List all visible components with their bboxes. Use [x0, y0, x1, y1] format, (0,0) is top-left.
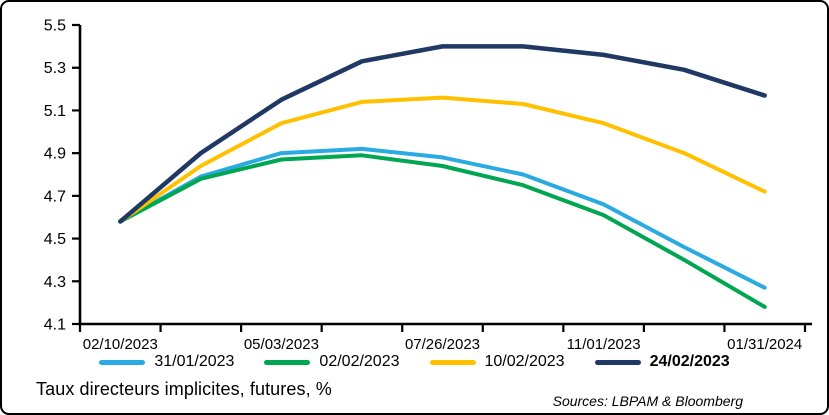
line-chart-plot: 4.1 4.3 4.5 4.7 4.9 5.1 5.3 5.5 02/10/2023 05/03/…: [44, 18, 812, 353]
legend-label: 31/01/2023: [154, 353, 235, 370]
y-axis-ticks-labels: 4.1 4.3 4.5 4.7 4.9 5.1 5.3 5.5: [44, 18, 80, 334]
y-tick-label: 4.3: [44, 274, 66, 291]
y-tick-label: 5.3: [44, 60, 66, 77]
legend-label: 02/02/2023: [319, 353, 400, 370]
x-tick-label: 11/01/2023: [567, 336, 641, 351]
x-axis-ticks-labels: 02/10/2023 05/03/2023 07/26/2023 11/01/2023…: [78, 324, 807, 353]
source-note: Sources: LBPAM & Bloomberg: [552, 393, 743, 409]
y-tick-label: 4.9: [44, 146, 66, 163]
series-line-31-01-2023: [118, 146, 767, 290]
x-tick-label: 01/31/2024: [727, 336, 802, 351]
legend-item-31-01-2023: 31/01/2023: [99, 353, 234, 371]
y-tick-label: 4.1: [44, 317, 66, 334]
series-lines: [118, 44, 767, 309]
legend-line-swatch-cyan: [99, 359, 146, 365]
chart-footer-title: Taux directeurs implicites, futures, %: [36, 379, 332, 399]
legend-line-swatch-yellow: [429, 359, 476, 365]
legend-label: 10/02/2023: [484, 353, 565, 370]
y-tick-label: 4.7: [44, 188, 66, 205]
legend-item-24-02-2023: 24/02/2023: [594, 353, 730, 371]
x-tick-label: 02/10/2023: [83, 336, 158, 351]
series-line-02-02-2023: [118, 153, 767, 309]
series-line-24-02-2023: [118, 44, 767, 224]
y-tick-label: 4.5: [44, 231, 66, 248]
legend-item-02-02-2023: 02/02/2023: [264, 353, 400, 371]
y-tick-label: 5.1: [44, 103, 66, 120]
legend-line-swatch-green: [264, 359, 311, 365]
legend-item-10-02-2023: 10/02/2023: [429, 353, 565, 371]
chart-legend: 31/01/2023 02/02/2023 10/02/2023 24/02/2…: [2, 351, 827, 373]
x-tick-label: 05/03/2023: [244, 336, 319, 351]
y-tick-label: 5.5: [44, 18, 66, 35]
series-line-10-02-2023: [118, 95, 767, 224]
legend-line-swatch-navy: [594, 359, 641, 365]
legend-label: 24/02/2023: [649, 353, 730, 370]
x-tick-label: 07/26/2023: [405, 336, 480, 351]
